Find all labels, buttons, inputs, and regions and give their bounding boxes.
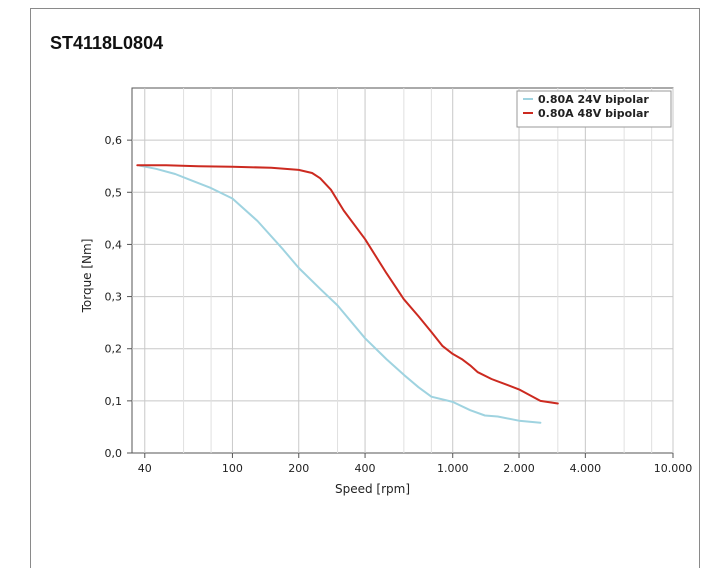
chart-title: ST4118L0804: [50, 33, 164, 53]
x-tick-label: 400: [355, 462, 376, 475]
series-line-1: [138, 164, 542, 424]
series-line-2: [136, 164, 559, 405]
y-tick-label: 0,6: [105, 134, 123, 147]
y-tick-label: 0,1: [105, 395, 123, 408]
y-axis-label: Torque [Nm]: [80, 239, 94, 314]
x-tick-label: 4.000: [570, 462, 602, 475]
y-tick-label: 0,5: [105, 186, 123, 199]
y-tick-label: 0,0: [105, 447, 123, 460]
x-tick-label: 200: [288, 462, 309, 475]
x-tick-label: 40: [138, 462, 152, 475]
legend-label: 0.80A 24V bipolar: [538, 93, 649, 106]
x-axis-label: Speed [rpm]: [335, 482, 410, 496]
plot-area: [131, 87, 674, 454]
x-tick-label: 1.000: [437, 462, 469, 475]
legend-label: 0.80A 48V bipolar: [538, 107, 649, 120]
y-tick-label: 0,4: [105, 238, 123, 251]
y-tick-label: 0,2: [105, 343, 123, 356]
x-tick-label: 2.000: [503, 462, 535, 475]
x-tick-label: 100: [222, 462, 243, 475]
torque-speed-chart: 0,0 0,1 0,2 0,3 0,4 0,5 0,6 40 100 200 400 1.000 2.0…: [80, 87, 693, 496]
x-tick-label: 10.000: [654, 462, 693, 475]
y-tick-label: 0,3: [105, 291, 123, 304]
chart-frame: [30, 8, 700, 568]
legend-box: [516, 90, 672, 128]
